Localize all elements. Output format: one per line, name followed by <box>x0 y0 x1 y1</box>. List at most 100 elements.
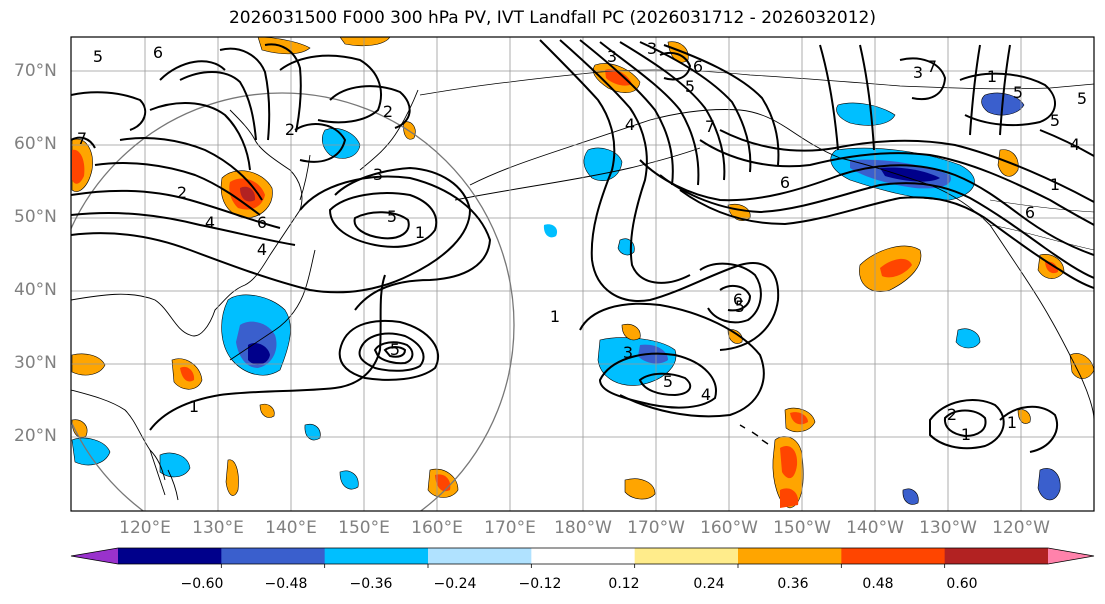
anomaly-negative <box>1037 468 1061 501</box>
contour-line <box>639 41 752 173</box>
contour-line <box>638 372 692 397</box>
contour-line <box>358 332 425 372</box>
contour-label: 2 <box>177 183 187 202</box>
map-frame <box>70 36 1095 512</box>
asia-coast <box>71 109 303 337</box>
lat-label-50n: 50°N <box>14 207 57 227</box>
lon-label-160w: 160°W <box>700 518 758 538</box>
lat-label-70n: 70°N <box>14 61 57 81</box>
anomaly-positive-strong <box>790 412 808 425</box>
contour-label: 4 <box>1070 135 1080 154</box>
contour-line <box>943 409 987 438</box>
contour-label: 6 <box>257 213 267 232</box>
philippines <box>149 449 179 501</box>
contour-label: 6 <box>733 290 743 309</box>
lon-label-170e: 170°E <box>484 518 536 538</box>
lon-label-180w: 180°W <box>554 518 612 538</box>
anomaly-positive <box>71 353 106 376</box>
contour-line <box>1039 129 1094 157</box>
contour-label: 3 <box>913 63 923 82</box>
contour-line <box>859 44 875 151</box>
contour-label: 5 <box>663 372 673 391</box>
hawaii <box>739 424 769 445</box>
anomaly-positive-strong <box>72 149 85 184</box>
contour-line <box>679 189 1094 289</box>
colorbar-segment <box>841 548 946 564</box>
contour-line <box>71 136 96 149</box>
contour-line <box>264 43 302 133</box>
anomaly-negative <box>902 488 919 505</box>
colorbar-tick-label: 0.48 <box>862 576 894 592</box>
colorbar-segment <box>634 548 739 564</box>
anomaly-negative <box>71 437 111 466</box>
kamchatka <box>359 89 419 171</box>
contour-line <box>71 189 281 229</box>
lon-label-130e: 130°E <box>192 518 244 538</box>
anomaly-positive-strong <box>605 69 632 86</box>
contour-line <box>929 399 1005 450</box>
anomaly-positive-strong <box>435 474 451 492</box>
colorbar-tick-label: −0.24 <box>433 576 477 592</box>
lon-label-150w: 150°W <box>773 518 831 538</box>
contour-line <box>899 57 947 100</box>
contour-line <box>999 405 1058 453</box>
anomaly-positive <box>257 37 311 55</box>
contour-label: 5 <box>1050 111 1060 130</box>
colorbar-segment <box>324 548 429 564</box>
anomaly-positive-strong <box>880 258 912 278</box>
contour-line <box>719 129 1094 203</box>
lon-label-140w: 140°W <box>846 518 904 538</box>
contour-line <box>328 192 438 248</box>
contour-line <box>579 302 765 418</box>
anomaly-positive <box>624 478 656 500</box>
lon-label-140e: 140°E <box>265 518 317 538</box>
ivt-contours <box>71 39 1094 453</box>
colorbar-segment <box>221 548 326 564</box>
anomaly-negative-core <box>880 167 940 182</box>
arctic-coast <box>419 69 1094 96</box>
colorbar-tick-label: −0.48 <box>264 576 308 592</box>
anomaly-negative <box>339 470 359 490</box>
anomaly-positive-strong <box>180 366 195 382</box>
lat-label-60n: 60°N <box>14 134 57 154</box>
lon-label-170w: 170°W <box>627 518 685 538</box>
map-panel <box>71 37 1094 511</box>
anomaly-negative-core <box>248 343 270 365</box>
colorbar-segment <box>944 548 1049 564</box>
contour-label: 1 <box>189 397 199 416</box>
anomaly-negative <box>836 102 896 126</box>
na-border <box>989 199 1094 213</box>
contour-label: 2 <box>383 102 393 121</box>
contour-label: 5 <box>1013 83 1023 102</box>
contour-label: 6 <box>153 43 163 62</box>
na-interior <box>989 224 1094 251</box>
contour-line <box>599 41 700 186</box>
colorbar-tick-label: 0.60 <box>946 576 978 592</box>
contour-line <box>383 346 407 358</box>
contour-line <box>119 137 263 201</box>
contour-label: 6 <box>780 173 790 192</box>
contour-line <box>338 319 440 381</box>
contour-line <box>373 341 414 365</box>
contour-line <box>353 211 410 240</box>
contour-line <box>149 274 386 431</box>
contour-line <box>149 102 251 171</box>
map-title: 2026031500 F000 300 hPa PV, IVT Landfall… <box>228 8 876 28</box>
anomaly-positive <box>727 329 743 344</box>
contour-label: 5 <box>685 77 695 96</box>
anomaly-positive <box>71 419 88 438</box>
colorbar-segment <box>118 548 222 564</box>
contour-line <box>579 39 674 186</box>
contour-label: 4 <box>625 115 635 134</box>
contour-line <box>159 60 226 81</box>
anomaly-positive-strong <box>780 445 798 479</box>
anomaly-negative <box>955 328 981 349</box>
lat-label-30n: 30°N <box>14 353 57 373</box>
anomaly-positive <box>225 459 239 496</box>
contour-label: 4 <box>701 385 711 404</box>
contour-label: 6 <box>1025 203 1035 222</box>
contour-line <box>819 44 839 151</box>
colorbar-tick-label: −0.12 <box>518 576 562 592</box>
anomaly-negative <box>583 147 623 182</box>
anomaly-negative <box>543 224 558 238</box>
